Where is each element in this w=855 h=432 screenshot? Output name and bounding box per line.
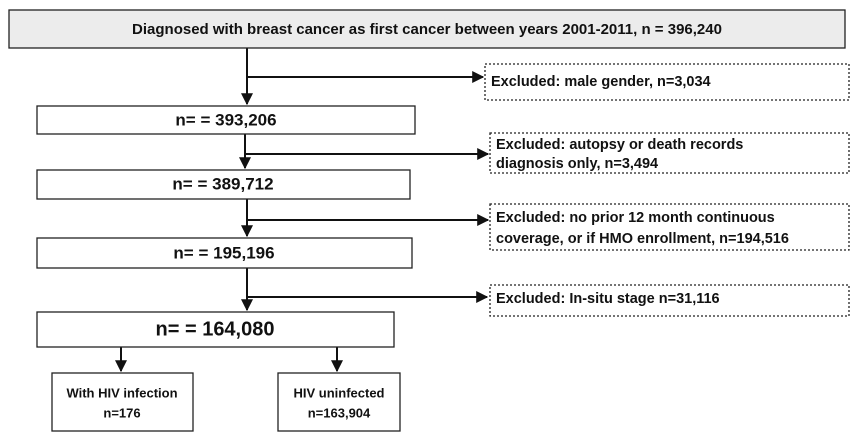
exclusion-label: Excluded: In-situ stage n=31,116 xyxy=(496,291,720,307)
node-label: n=163,904 xyxy=(308,405,371,420)
node-label: n= = 389,712 xyxy=(172,174,273,193)
node-label: With HIV infection xyxy=(66,385,177,400)
node-label: n= = 393,206 xyxy=(175,110,276,129)
exclusion-label: coverage, or if HMO enrollment, n=194,51… xyxy=(496,231,789,247)
exclusion-box xyxy=(489,284,850,317)
exclusion-box xyxy=(489,203,850,251)
exclusion-label: Excluded: no prior 12 month continuous xyxy=(496,210,775,226)
node-box xyxy=(36,105,416,135)
exclusion-label: Excluded: male gender, n=3,034 xyxy=(491,74,711,90)
node-box xyxy=(36,169,411,200)
node-label: HIV uninfected xyxy=(293,385,384,400)
node-label: n= = 195,196 xyxy=(173,243,274,262)
node-label: n=176 xyxy=(103,405,140,420)
connectors xyxy=(115,48,490,373)
node-label: Diagnosed with breast cancer as first ca… xyxy=(132,21,722,38)
node-box xyxy=(8,9,846,49)
node-box xyxy=(51,372,194,432)
exclusion-label: Excluded: autopsy or death records xyxy=(496,137,743,153)
node-label: n= = 164,080 xyxy=(156,318,275,340)
node-box xyxy=(36,237,413,269)
exclusion-box xyxy=(484,63,850,101)
exclusion-box xyxy=(489,132,850,174)
exclusion-label: diagnosis only, n=3,494 xyxy=(496,156,658,172)
node-box xyxy=(277,372,401,432)
node-box xyxy=(36,311,395,348)
